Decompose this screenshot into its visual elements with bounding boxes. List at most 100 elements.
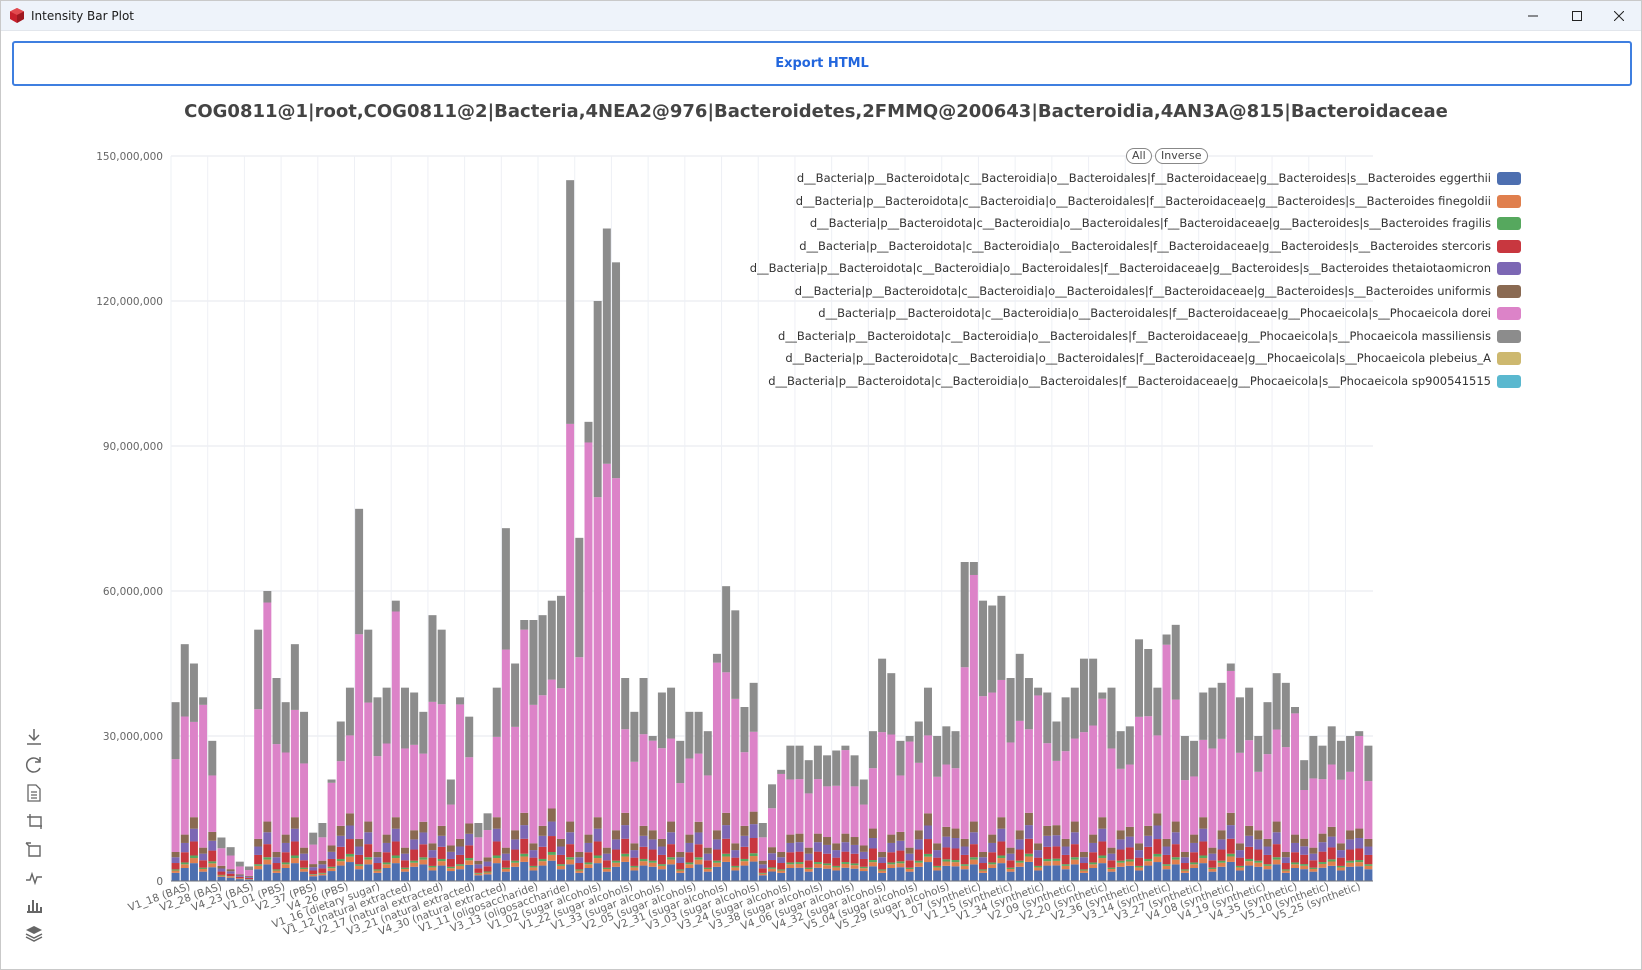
bar-segment	[749, 682, 758, 732]
bar-segment	[841, 833, 850, 843]
maximize-button[interactable]	[1555, 1, 1599, 31]
bar-segment	[823, 837, 832, 845]
bar-segment	[823, 863, 832, 866]
bar-segment	[1217, 860, 1226, 863]
bar-segment	[300, 853, 309, 861]
bar-segment	[1144, 649, 1153, 717]
bar-segment	[437, 825, 446, 836]
bar-chart-icon[interactable]	[23, 894, 45, 916]
bar-segment	[428, 615, 437, 702]
bar-segment	[281, 852, 290, 863]
bar-segment	[712, 860, 721, 863]
bar-segment	[1153, 813, 1162, 826]
legend: d__Bacteria|p__Bacteroidota|c__Bacteroid…	[701, 171, 1521, 391]
bar-segment	[786, 842, 795, 853]
legend-inverse-button[interactable]: Inverse	[1155, 148, 1208, 164]
export-html-button[interactable]: Export HTML	[12, 41, 1632, 86]
bar-segment	[446, 779, 455, 805]
bar-segment	[758, 872, 767, 874]
bar-segment	[685, 864, 694, 869]
bar-segment	[1336, 865, 1345, 868]
bar-segment	[226, 847, 235, 856]
legend-item[interactable]: d__Bacteria|p__Bacteroidota|c__Bacteroid…	[799, 239, 1521, 255]
document-icon[interactable]	[23, 782, 45, 804]
legend-item[interactable]: d__Bacteria|p__Bacteroidota|c__Bacteroid…	[778, 329, 1521, 345]
bar-segment	[1318, 862, 1327, 864]
stack-icon[interactable]	[23, 922, 45, 944]
bar-segment	[263, 844, 272, 858]
bar-segment	[189, 663, 198, 722]
bar-segment	[1006, 853, 1015, 861]
line-chart-icon[interactable]	[23, 866, 45, 888]
bar-segment	[667, 687, 676, 739]
minimize-button[interactable]	[1511, 1, 1555, 31]
bar-segment	[1346, 860, 1355, 863]
bar-segment	[868, 848, 877, 861]
bar-segment	[960, 865, 969, 870]
bar-segment	[254, 865, 263, 870]
legend-item[interactable]: d__Bacteria|p__Bacteroidota|c__Bacteroid…	[785, 351, 1521, 367]
bar-segment	[1208, 847, 1217, 854]
bar-segment	[1254, 860, 1263, 863]
bar-segment	[1327, 847, 1336, 860]
bar-segment	[254, 846, 263, 855]
bar-segment	[1199, 863, 1208, 881]
bar-segment	[1070, 857, 1079, 860]
bar-segment	[1043, 858, 1052, 862]
zoom-select-icon[interactable]	[23, 810, 45, 832]
bar-segment	[290, 709, 299, 818]
y-tick-label: 90,000,000	[103, 441, 163, 453]
bar-segment	[758, 823, 767, 838]
refresh-icon[interactable]	[23, 754, 45, 776]
bar-segment	[547, 821, 556, 837]
bar-segment	[446, 868, 455, 872]
bar-segment	[345, 687, 354, 736]
bar-segment	[722, 853, 731, 857]
legend-item[interactable]: d__Bacteria|p__Bacteroidota|c__Bacteroid…	[818, 306, 1521, 322]
legend-item[interactable]: d__Bacteria|p__Bacteroidota|c__Bacteroid…	[768, 374, 1521, 390]
bar-segment	[1318, 833, 1327, 843]
bar-segment	[1034, 695, 1043, 844]
bar-segment	[740, 825, 749, 836]
bar-segment	[914, 849, 923, 861]
legend-item[interactable]: d__Bacteria|p__Bacteroidota|c__Bacteroid…	[810, 216, 1521, 232]
bar-segment	[795, 862, 804, 864]
bar-segment	[171, 759, 180, 852]
bar-segment	[1098, 817, 1107, 829]
zoom-back-icon[interactable]	[23, 838, 45, 860]
bar-segment	[547, 860, 556, 881]
bar-segment	[208, 831, 217, 841]
legend-item[interactable]: d__Bacteria|p__Bacteroidota|c__Bacteroid…	[797, 171, 1521, 187]
bar-segment	[786, 862, 795, 865]
bar-segment	[777, 857, 786, 864]
bar-segment	[1346, 866, 1355, 881]
bar-segment	[254, 629, 263, 710]
bar-segment	[1336, 870, 1345, 881]
bar-segment	[336, 761, 345, 826]
bar-segment	[575, 857, 584, 864]
bar-segment	[373, 857, 382, 864]
bar-segment	[758, 864, 767, 869]
bar-segment	[850, 755, 859, 787]
bar-segment	[355, 838, 364, 847]
bar-segment	[1355, 866, 1364, 881]
bar-segment	[740, 752, 749, 826]
bar-segment	[933, 843, 942, 851]
close-button[interactable]	[1597, 1, 1641, 31]
bar-segment	[621, 825, 630, 839]
bar-segment	[731, 850, 740, 858]
bar-segment	[1245, 835, 1254, 847]
legend-item[interactable]: d__Bacteria|p__Bacteroidota|c__Bacteroid…	[750, 261, 1521, 277]
bar-segment	[1346, 839, 1355, 850]
bar-segment	[979, 872, 988, 881]
bar-segment	[1300, 865, 1309, 870]
bar-segment	[1364, 745, 1373, 782]
legend-all-button[interactable]: All	[1126, 148, 1152, 164]
bar-segment	[217, 871, 226, 875]
bar-segment	[520, 853, 529, 857]
legend-item[interactable]: d__Bacteria|p__Bacteroidota|c__Bacteroid…	[795, 284, 1521, 300]
legend-item[interactable]: d__Bacteria|p__Bacteroidota|c__Bacteroid…	[796, 194, 1521, 210]
download-icon[interactable]	[23, 726, 45, 748]
bar-segment	[731, 870, 740, 881]
cube-icon	[10, 8, 24, 23]
